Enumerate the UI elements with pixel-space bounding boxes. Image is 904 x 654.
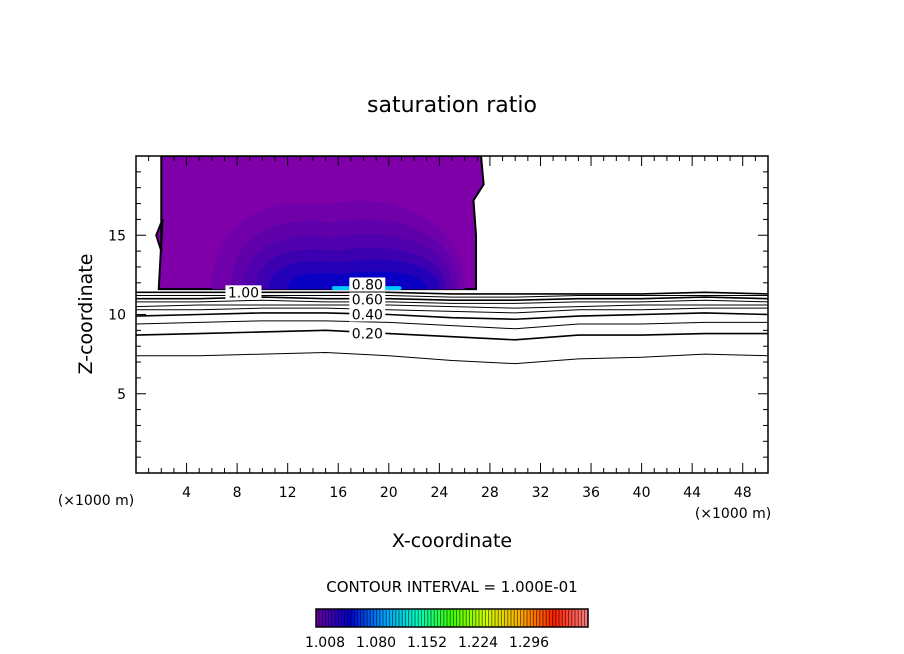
contour-label-bg [225, 285, 262, 300]
x-tick-label: 20 [380, 485, 398, 501]
colorbar-label: 1.008 [305, 635, 345, 651]
x-tick-label: 8 [233, 485, 242, 501]
x-tick-label: 48 [734, 485, 752, 501]
y-tick-label: 10 [108, 308, 126, 324]
x-tick-label: 32 [532, 485, 550, 501]
x-tick-label: 16 [329, 485, 347, 501]
contour-label-bg [349, 307, 386, 322]
contour-line [136, 352, 768, 365]
colorbar-label: 1.296 [509, 635, 549, 651]
contour-label: 1.00 [228, 285, 259, 301]
contour-label: 0.20 [352, 327, 383, 343]
chart-title: saturation ratio [367, 93, 537, 118]
colorbar-labels: 1.008 1.080 1.152 1.224 1.296 [305, 635, 549, 651]
contour-lines [136, 291, 768, 365]
contour-label: 0.60 [352, 293, 383, 309]
x-tick-label: 12 [279, 485, 297, 501]
contour-label-bg [349, 277, 386, 292]
contour-line [136, 304, 768, 309]
x-axis-label: X-coordinate [392, 530, 512, 552]
colorbar [315, 608, 589, 628]
contour-label-bg [349, 292, 386, 307]
x-unit-left: (×1000 m) [58, 493, 134, 509]
y-tick-label: 5 [117, 387, 126, 403]
y-tick-label: 15 [108, 228, 126, 244]
x-unit-right: (×1000 m) [695, 506, 771, 522]
contour-label: 0.80 [352, 278, 383, 294]
filled-contours [155, 156, 485, 291]
x-tick-label: 4 [182, 485, 191, 501]
colorbar-label: 1.080 [356, 635, 396, 651]
contour-interval-label: CONTOUR INTERVAL = 1.000E-01 [326, 578, 577, 596]
contour-label: 0.40 [352, 308, 383, 324]
contour-line [136, 312, 768, 321]
x-tick-label: 28 [481, 485, 499, 501]
colorbar-label: 1.224 [458, 635, 498, 651]
colorbar-stripes [318, 610, 589, 626]
x-tick-label: 36 [582, 485, 600, 501]
contour-labels: 0.20 0.400.600.80 1.00 [225, 277, 386, 343]
x-tick-label: 24 [430, 485, 448, 501]
contour-line [136, 299, 768, 304]
y-axis-label: Z-coordinate [75, 254, 97, 375]
colorbar-label: 1.152 [407, 635, 447, 651]
contour-line [136, 307, 768, 314]
contour-line [136, 320, 768, 330]
contour-line [136, 329, 768, 341]
x-tick-label: 40 [633, 485, 651, 501]
contour-label-bg [349, 326, 386, 341]
x-tick-label: 44 [683, 485, 701, 501]
